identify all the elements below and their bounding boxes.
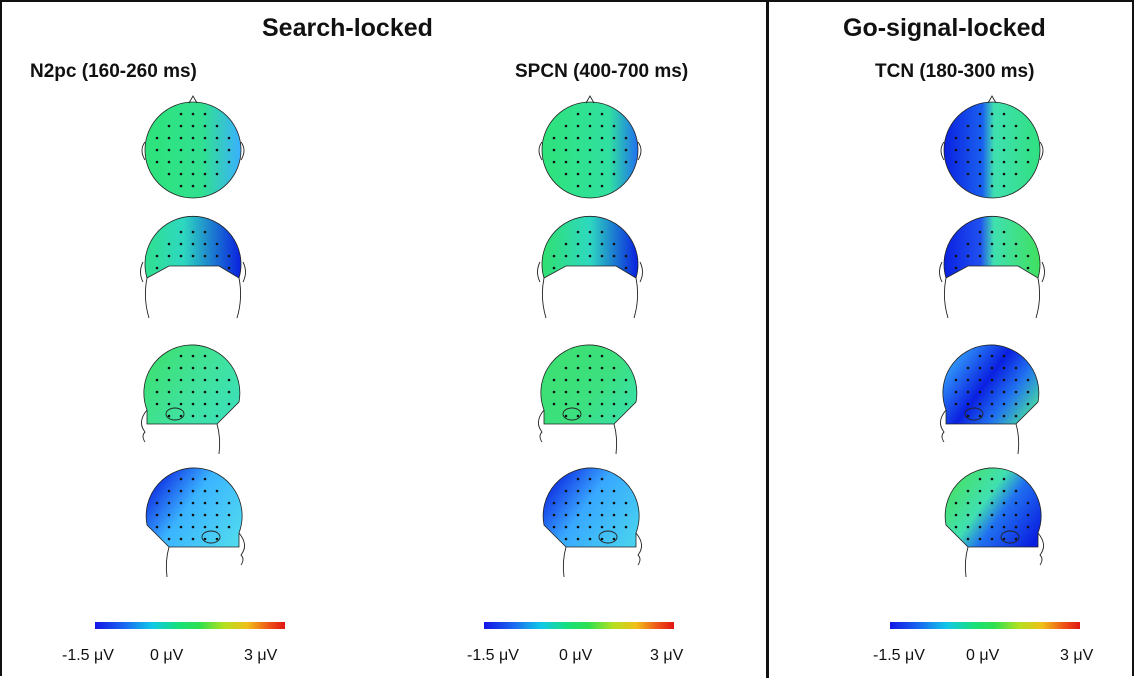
scalp-map-n2pc-back [144, 215, 242, 279]
column-title-spcn: SPCN (400-700 ms) [515, 61, 689, 82]
colorbar-tcn-min-label: -1.5 μV [873, 647, 925, 664]
colorbar-n2pc-min-label: -1.5 μV [62, 647, 114, 664]
column-title-n2pc: N2pc (160-260 ms) [30, 61, 197, 82]
topomap-n2pc-back [140, 215, 246, 319]
topomap-tcn-left [940, 344, 1040, 455]
scalp-map-tcn-back [943, 215, 1041, 279]
colorbar-tcn-max-label: 3 μV [1060, 647, 1094, 664]
scalp-map-spcn-left [540, 344, 638, 425]
panel-title-search-locked: Search-locked [262, 14, 433, 42]
topomap-n2pc-right [145, 467, 245, 578]
topomap-n2pc-left [141, 344, 241, 455]
colorbar-spcn-mid-label: 0 μV [559, 647, 593, 664]
scalp-map-spcn-right [542, 467, 640, 548]
topomap-spcn-right [542, 467, 642, 578]
panel-title-go-signal-locked: Go-signal-locked [843, 14, 1046, 42]
scalp-map-spcn-back [541, 215, 639, 279]
column-title-tcn: TCN (180-300 ms) [875, 61, 1035, 82]
topomap-tcn-back [939, 215, 1045, 319]
topomap-n2pc-top [141, 95, 245, 199]
topomap-tcn-right [944, 467, 1044, 578]
colorbar-spcn-max-label: 3 μV [650, 647, 684, 664]
scalp-map-n2pc-right [145, 467, 243, 548]
colorbar-spcn [484, 622, 674, 629]
topomap-spcn-top [538, 95, 642, 199]
colorbar-n2pc [95, 622, 285, 629]
topomap-spcn-left [538, 344, 638, 455]
scalp-map-n2pc-left [143, 344, 241, 425]
topomap-tcn-top [940, 95, 1044, 199]
colorbar-tcn [890, 622, 1080, 629]
panel-divider [766, 0, 769, 678]
scalp-map-tcn-right [944, 467, 1042, 548]
colorbar-tcn-mid-label: 0 μV [966, 647, 1000, 664]
topomap-spcn-back [537, 215, 643, 319]
colorbar-n2pc-mid-label: 0 μV [150, 647, 184, 664]
colorbar-spcn-min-label: -1.5 μV [467, 647, 519, 664]
scalp-map-tcn-left [942, 344, 1040, 425]
colorbar-n2pc-max-label: 3 μV [244, 647, 278, 664]
